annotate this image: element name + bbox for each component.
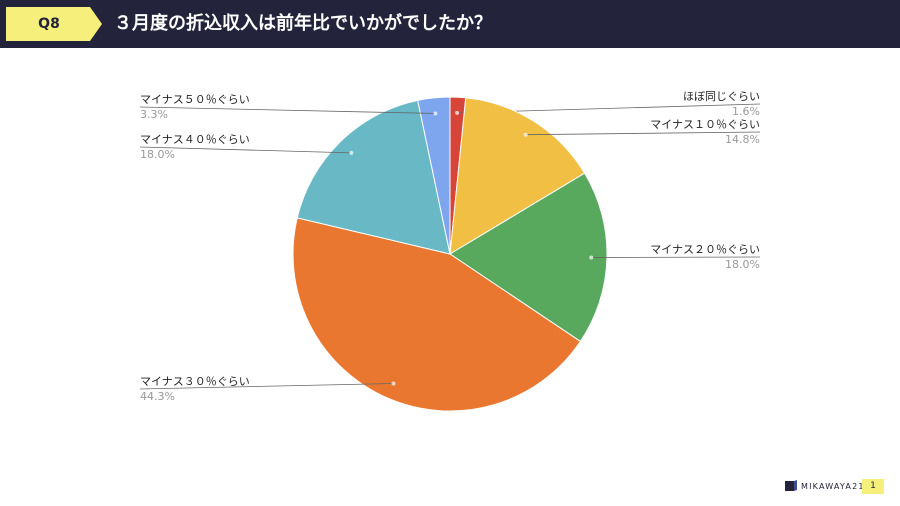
callout-dot-4: [391, 381, 396, 386]
pie-slice-6: [417, 96, 451, 255]
callout-dot-3: [589, 255, 594, 260]
pie-chart: ほぼ同じぐらい 1.6%マイナス１０％ぐらい 14.8% マイナス２０％ぐらい 18.0…: [139, 90, 761, 412]
slice-label-5: マイナス４０％ぐらい: [140, 133, 250, 146]
slice-label-2: マイナス１０％ぐらい: [650, 118, 760, 131]
page-number: 1: [862, 479, 884, 494]
slice-value-4: 44.3%: [140, 390, 175, 403]
pie-slice-2: [449, 97, 586, 255]
callout-dot-2: [523, 132, 528, 137]
logo-icon: [785, 480, 797, 491]
page-title: ３月度の折込収入は前年比でいかがでしたか？: [114, 13, 492, 34]
callout-line-2: [525, 131, 761, 136]
question-badge: Q8: [6, 7, 102, 41]
callout-line-6: [139, 106, 436, 114]
callout-line-3: [591, 256, 761, 258]
callout-line-4: [139, 383, 394, 390]
pie-slice-5: [296, 99, 451, 255]
footer-logo: MIKAWAYA21: [785, 478, 865, 494]
slice-value-2: 14.8%: [725, 133, 760, 146]
slice-label-1: ほぼ同じぐらい: [683, 90, 760, 103]
question-number: Q8: [38, 16, 60, 32]
slice-label-4: マイナス３０％ぐらい: [140, 375, 250, 388]
slice-value-5: 18.0%: [140, 148, 175, 161]
pie-slice-4: [292, 217, 582, 412]
slice-value-1: 1.6%: [732, 105, 760, 118]
slice-value-3: 18.0%: [725, 258, 760, 271]
badge-shape: [6, 7, 102, 41]
callout-line-5: [139, 146, 352, 154]
slice-label-3: マイナス２０％ぐらい: [650, 243, 760, 256]
slice-value-6: 3.3%: [140, 108, 168, 121]
callout-dot-6: [433, 111, 438, 116]
callout-dot-1: [455, 110, 460, 115]
header-bar: Q8 ３月度の折込収入は前年比でいかがでしたか？: [0, 0, 900, 48]
logo-text: MIKAWAYA21: [801, 481, 865, 491]
slice-label-6: マイナス５０％ぐらい: [140, 93, 250, 106]
callout-dot-5: [349, 150, 354, 155]
pie-slice-3: [449, 172, 608, 343]
